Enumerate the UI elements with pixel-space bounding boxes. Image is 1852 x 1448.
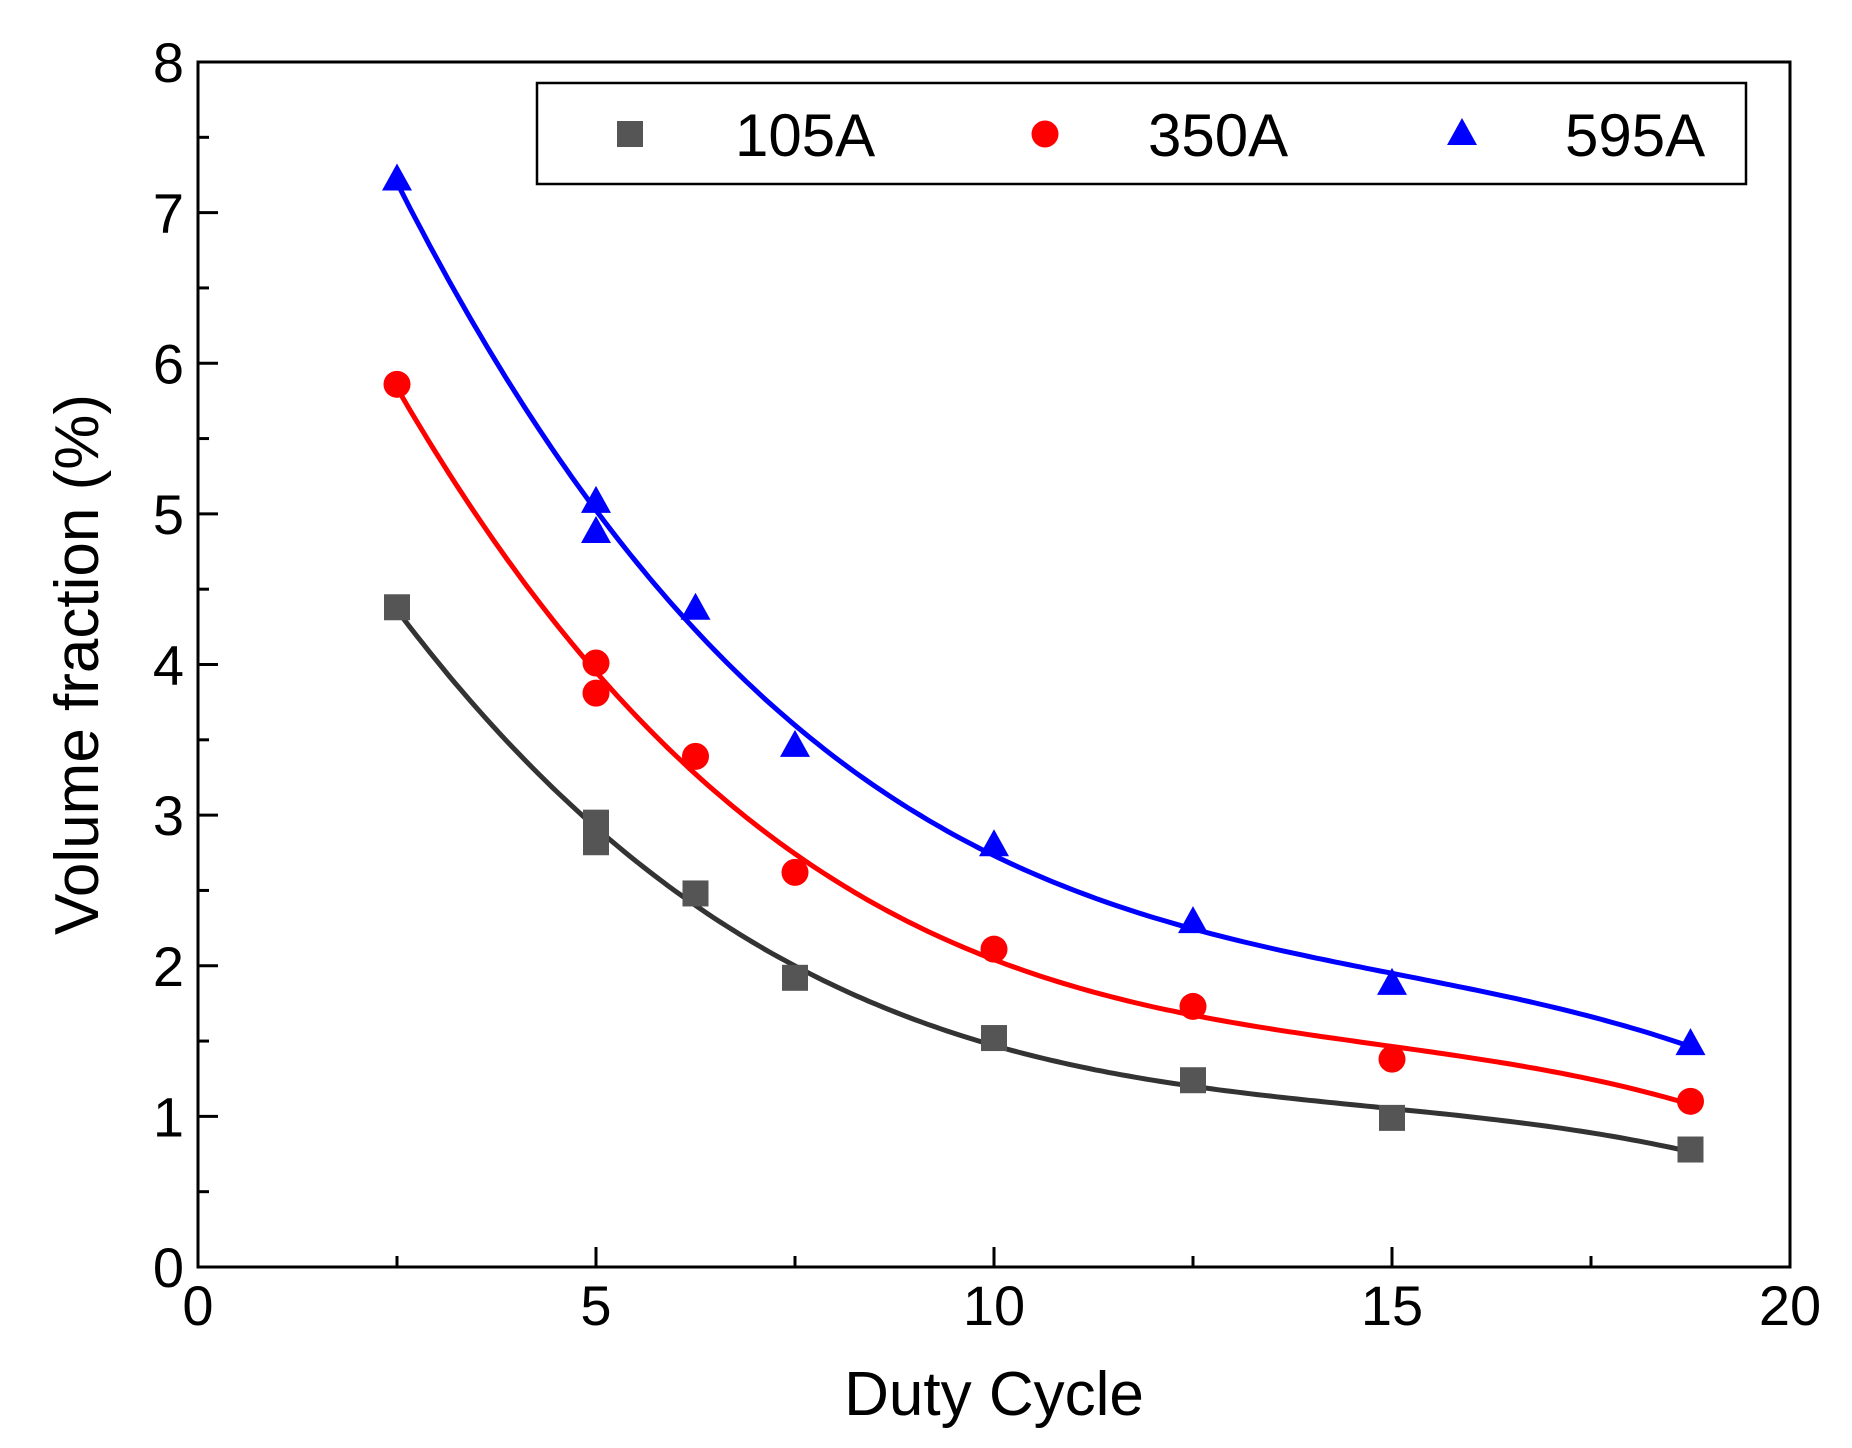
- y-tick-label: 0: [153, 1236, 184, 1299]
- fit-line-105A: [395, 608, 1692, 1155]
- fit-line-350A: [394, 386, 1692, 1107]
- legend-label: 105A: [735, 102, 875, 169]
- data-point-595A: [979, 829, 1009, 857]
- data-point-595A: [780, 729, 810, 757]
- x-axis-title: Duty Cycle: [844, 1360, 1144, 1429]
- x-tick-label: 5: [580, 1274, 611, 1337]
- data-point-595A: [1675, 1028, 1706, 1056]
- data-point-595A: [382, 163, 412, 191]
- y-tick-label: 3: [153, 784, 184, 847]
- data-point-105A: [981, 1025, 1007, 1052]
- data-point-105A: [782, 964, 808, 991]
- fit-line-595A: [394, 181, 1692, 1049]
- data-point-105A: [682, 880, 709, 907]
- y-tick-label: 2: [153, 935, 184, 998]
- legend-marker-105A: [617, 121, 643, 147]
- y-tick-label: 1: [153, 1085, 184, 1148]
- data-point-350A: [1179, 992, 1207, 1020]
- legend-label: 350A: [1148, 102, 1288, 169]
- data-point-350A: [1378, 1045, 1406, 1073]
- y-tick-label: 7: [153, 182, 184, 245]
- data-point-595A: [1178, 906, 1208, 934]
- legend-box: [535, 81, 1748, 186]
- x-tick-label: 20: [1759, 1274, 1821, 1337]
- legend-marker-350A: [1031, 120, 1059, 148]
- data-point-350A: [383, 370, 411, 398]
- data-points: [382, 163, 1706, 1163]
- data-point-105A: [583, 829, 609, 856]
- data-point-350A: [781, 858, 809, 886]
- x-tick-label: 15: [1361, 1274, 1423, 1337]
- y-axis-title: Volume fraction (%): [43, 394, 112, 935]
- data-point-350A: [582, 649, 610, 677]
- data-point-105A: [1180, 1067, 1206, 1094]
- y-tick-label: 4: [153, 634, 184, 697]
- data-point-350A: [1677, 1087, 1704, 1115]
- data-point-350A: [682, 742, 709, 770]
- legend-marker-595A: [1447, 118, 1477, 145]
- y-tick-label: 8: [153, 31, 184, 94]
- data-point-350A: [980, 935, 1008, 963]
- x-tick-label: 10: [963, 1274, 1025, 1337]
- y-tick-label: 6: [153, 332, 184, 395]
- data-point-595A: [1377, 967, 1407, 995]
- data-point-105A: [1379, 1104, 1405, 1131]
- data-point-105A: [1677, 1136, 1704, 1163]
- data-point-595A: [581, 515, 611, 543]
- y-tick-label: 5: [153, 483, 184, 546]
- data-point-595A: [581, 485, 611, 513]
- data-point-105A: [384, 594, 410, 621]
- data-point-595A: [680, 592, 711, 620]
- x-tick-label: 0: [182, 1274, 213, 1337]
- data-point-350A: [582, 679, 610, 707]
- legend: 105A 350A 595A: [535, 81, 1748, 186]
- axes: 0 5 10 15 20 0 1 2 3 4 5 6 7 8: [153, 31, 1821, 1337]
- fit-lines: [394, 181, 1692, 1155]
- legend-label: 595A: [1565, 102, 1705, 169]
